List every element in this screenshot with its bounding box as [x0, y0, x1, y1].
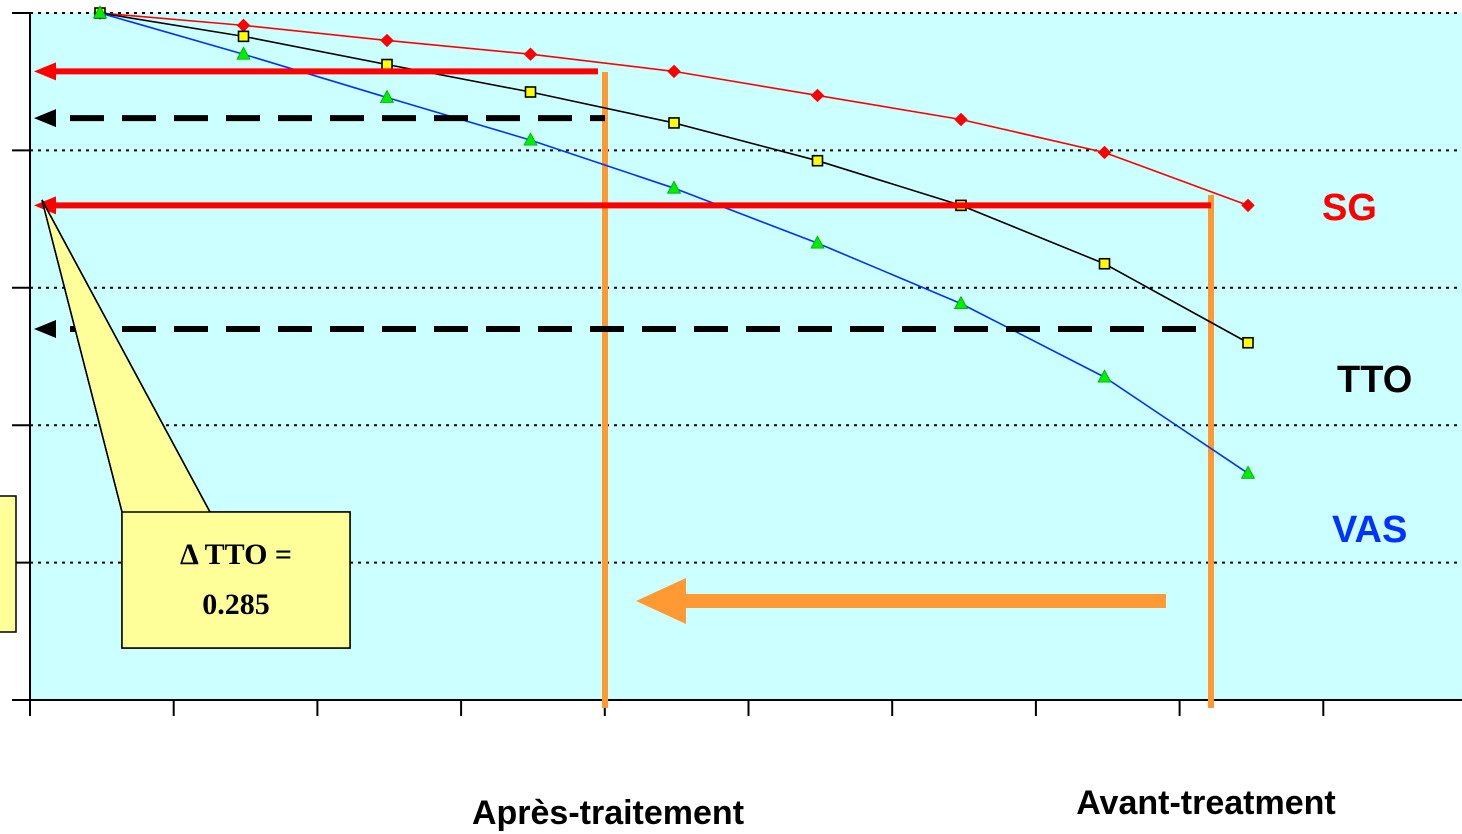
point-sg-7 — [954, 112, 968, 127]
reference-arrow-4 — [34, 320, 1211, 339]
shift-arrow-head — [636, 578, 686, 624]
series-label-tto: TTO — [1337, 359, 1412, 401]
point-vas-9 — [1240, 465, 1256, 479]
treatment-shift-arrow — [636, 578, 1166, 624]
point-vas-4 — [523, 132, 538, 146]
reference-arrow-2 — [34, 109, 605, 128]
reference-arrow-1 — [34, 62, 598, 81]
point-tto-6 — [811, 154, 824, 167]
callout-line-1: Δ TTO = — [180, 538, 292, 571]
point-sg-6 — [810, 88, 825, 103]
point-tto-3 — [381, 58, 393, 71]
point-sg-5 — [667, 64, 681, 79]
x-caption-before: Avant-treatment — [1076, 784, 1335, 822]
point-sg-3 — [380, 33, 394, 48]
point-sg-8 — [1097, 145, 1112, 160]
point-tto-5 — [668, 117, 680, 129]
point-sg-9 — [1241, 198, 1255, 213]
point-vas-6 — [810, 235, 825, 249]
axes — [12, 12, 1462, 716]
point-vas-3 — [379, 89, 395, 103]
x-caption-after: Après-traitement — [472, 794, 744, 832]
point-vas-8 — [1097, 369, 1112, 383]
callout-line-2: 0.285 — [202, 588, 270, 621]
reference-arrow-head-1 — [34, 62, 56, 81]
point-tto-2 — [237, 30, 250, 43]
point-vas-7 — [953, 295, 969, 310]
point-vas-1 — [92, 5, 108, 19]
series-lines — [92, 5, 1256, 479]
series-label-sg: SG — [1322, 187, 1377, 229]
clipped-side-box — [0, 495, 17, 633]
point-sg-4 — [523, 47, 538, 61]
reference-arrow-head-2 — [34, 109, 56, 128]
gridlines — [30, 12, 1462, 564]
point-tto-9 — [1242, 336, 1254, 349]
point-tto-4 — [524, 86, 537, 98]
reference-arrows — [34, 62, 1211, 339]
series-label-vas: VAS — [1332, 509, 1407, 551]
point-vas-5 — [666, 180, 682, 194]
treatment-lines — [602, 72, 1214, 708]
delta-tto-callout: Δ TTO = 0.285 — [41, 199, 351, 649]
point-tto-8 — [1098, 257, 1111, 270]
point-vas-2 — [236, 46, 251, 60]
reference-arrow-head-4 — [34, 320, 56, 339]
